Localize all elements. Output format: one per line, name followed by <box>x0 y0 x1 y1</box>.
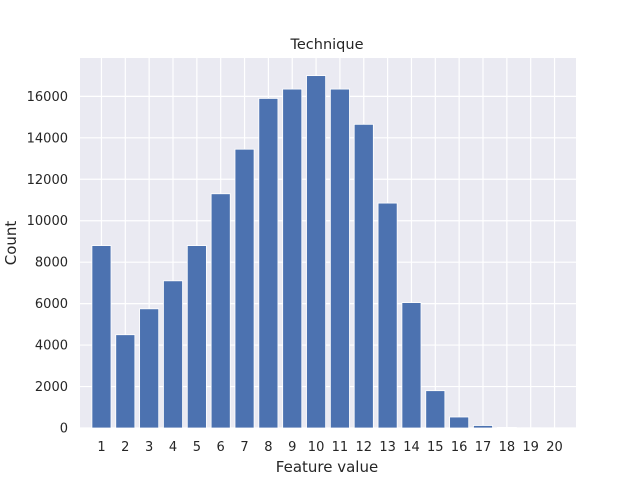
bar <box>377 202 398 429</box>
x-axis-label: Feature value <box>276 458 378 476</box>
bar <box>329 88 350 429</box>
y-tick-label: 8000 <box>35 256 68 271</box>
y-tick-label: 6000 <box>35 297 68 312</box>
x-tick-label: 4 <box>169 440 177 455</box>
x-tick-label: 10 <box>308 440 325 455</box>
x-tick-label: 1 <box>97 440 105 455</box>
bar <box>115 334 136 429</box>
x-tick-label: 14 <box>403 440 420 455</box>
bar <box>282 88 303 429</box>
x-tick-label: 13 <box>379 440 396 455</box>
bar <box>449 416 470 429</box>
y-tick-label: 14000 <box>27 131 68 146</box>
y-tick-label: 16000 <box>27 90 68 105</box>
x-tick-label: 3 <box>145 440 153 455</box>
bar <box>496 426 517 429</box>
bar <box>473 425 493 429</box>
bar <box>353 123 374 429</box>
bar <box>186 245 207 429</box>
x-tick-label: 15 <box>427 440 444 455</box>
bar <box>425 390 446 429</box>
x-tick-label: 5 <box>193 440 201 455</box>
bar <box>258 98 279 429</box>
bar <box>91 245 112 429</box>
chart-title: Technique <box>289 37 363 53</box>
y-tick-labels: 0 2000 4000 6000 8000 10000 12000 14000 16000 <box>27 90 68 437</box>
x-tick-label: 6 <box>217 440 225 455</box>
x-tick-label: 9 <box>288 440 296 455</box>
x-tick-label: 8 <box>264 440 272 455</box>
y-tick-label: 4000 <box>35 339 68 354</box>
y-axis-label: Count <box>2 221 20 266</box>
x-tick-label: 17 <box>475 440 492 455</box>
bar <box>401 302 422 429</box>
y-tick-label: 12000 <box>27 173 68 188</box>
y-tick-label: 10000 <box>27 214 68 229</box>
bars <box>91 75 565 429</box>
x-tick-label: 12 <box>355 440 372 455</box>
bar <box>163 280 183 429</box>
x-tick-label: 16 <box>451 440 468 455</box>
y-tick-label: 2000 <box>35 380 68 395</box>
bar <box>210 193 231 429</box>
bar <box>306 75 327 429</box>
plot-area <box>80 58 576 428</box>
x-tick-label: 20 <box>546 440 563 455</box>
bar <box>139 308 160 429</box>
x-tick-label: 11 <box>332 440 349 455</box>
y-tick-label: 0 <box>60 422 68 437</box>
x-tick-label: 18 <box>499 440 516 455</box>
x-tick-label: 7 <box>240 440 248 455</box>
x-tick-label: 19 <box>522 440 539 455</box>
bar <box>234 148 255 429</box>
x-tick-label: 2 <box>121 440 129 455</box>
x-tick-labels: 1 2 3 4 5 6 7 8 9 10 11 12 13 14 15 16 17 18 19 20 <box>97 440 562 455</box>
